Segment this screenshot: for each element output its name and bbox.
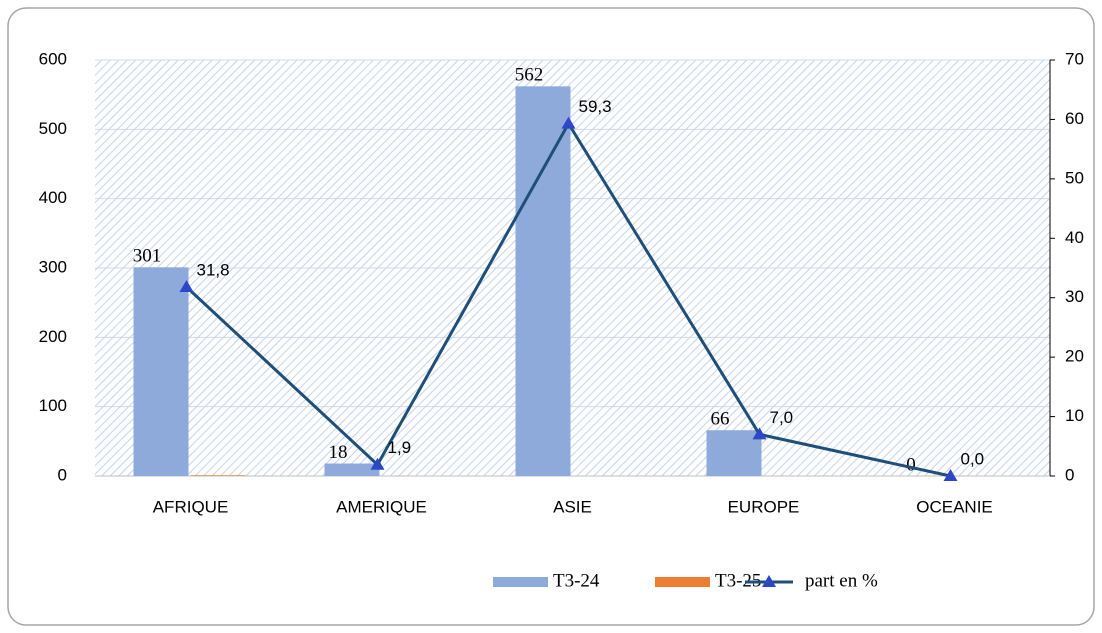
y-tick-label: 100: [39, 396, 67, 415]
y2-tick-label: 20: [1065, 347, 1084, 366]
legend-marker: [762, 575, 776, 587]
x-tick-label: OCEANIE: [916, 497, 993, 516]
x-tick-label: EUROPE: [728, 497, 800, 516]
y-tick-label: 400: [39, 188, 67, 207]
line-marker: [179, 280, 194, 293]
bar-value-label: 562: [515, 65, 544, 86]
bar: [133, 267, 189, 476]
y-tick-label: 600: [39, 49, 67, 68]
line-marker: [752, 427, 767, 440]
line-marker: [370, 457, 385, 470]
legend-label: T3-24: [553, 570, 600, 591]
line-value-label: 7,0: [770, 408, 794, 427]
legend-swatch: [655, 577, 710, 587]
legend-label: T3-25: [715, 570, 761, 591]
bar: [190, 475, 246, 476]
y2-tick-label: 0: [1065, 465, 1074, 484]
line-value-label: 1,9: [388, 438, 412, 457]
bar: [515, 86, 571, 476]
x-tick-label: ASIE: [553, 497, 592, 516]
legend-label: part en %: [805, 570, 878, 591]
line-value-label: 0,0: [961, 449, 985, 468]
line-value-label: 31,8: [197, 261, 230, 280]
y2-tick-label: 10: [1065, 406, 1084, 425]
y-tick-label: 200: [39, 327, 67, 346]
line-marker: [561, 116, 576, 129]
x-tick-label: AFRIQUE: [153, 497, 229, 516]
line-value-label: 59,3: [579, 97, 612, 116]
y-tick-label: 500: [39, 119, 67, 138]
x-tick-label: AMERIQUE: [336, 497, 427, 516]
bar-value-label: 66: [711, 409, 730, 430]
y-tick-label: 300: [39, 257, 67, 276]
y2-tick-label: 60: [1065, 109, 1084, 128]
y-tick-label: 0: [58, 465, 67, 484]
bar-value-label: 18: [329, 442, 348, 463]
line-marker: [943, 469, 958, 481]
y2-tick-label: 40: [1065, 228, 1084, 247]
y2-tick-label: 70: [1065, 49, 1084, 68]
bar-value-label: 0: [906, 454, 916, 475]
legend-swatch: [493, 577, 548, 587]
bar: [706, 430, 762, 476]
y2-tick-label: 30: [1065, 287, 1084, 306]
bar: [324, 463, 380, 476]
y2-tick-label: 50: [1065, 168, 1084, 187]
bar-value-label: 301: [133, 246, 162, 267]
